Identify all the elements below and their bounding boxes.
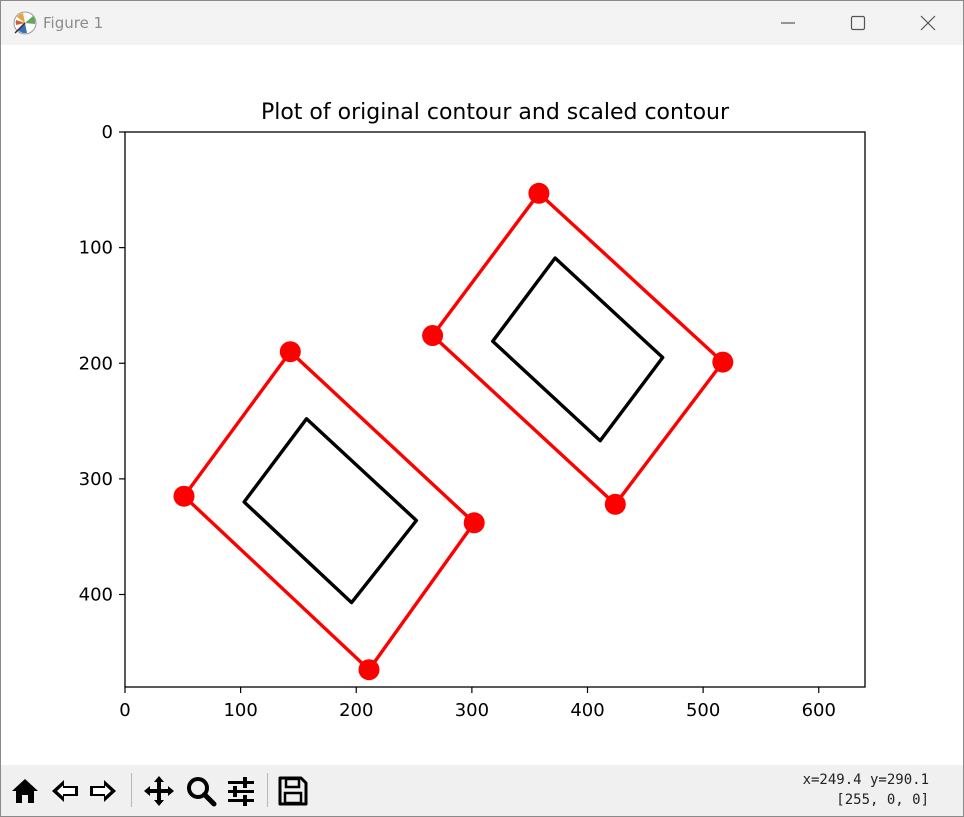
- back-arrow-icon: [52, 780, 78, 802]
- contour-point-2-4: [422, 325, 444, 346]
- x-tick-label: 200: [339, 700, 373, 721]
- y-tick-label: 0: [102, 122, 113, 143]
- pan-button[interactable]: [141, 773, 177, 809]
- chart-title: Plot of original contour and scaled cont…: [261, 100, 730, 125]
- plot-svg: Plot of original contour and scaled cont…: [79, 100, 866, 721]
- cursor-coordinates: x=249.4 y=290.1: [802, 772, 929, 788]
- title-bar[interactable]: Figure 1: [1, 1, 963, 45]
- window-title: Figure 1: [43, 14, 104, 32]
- contour-line-3: [242, 417, 419, 605]
- y-axis: 0 100 200 300 400: [79, 122, 125, 606]
- forward-arrow-icon: [90, 780, 116, 802]
- forward-button[interactable]: [85, 773, 121, 809]
- maximize-icon: [850, 15, 866, 31]
- toolbar-separator: [131, 773, 132, 807]
- contours-layer: [173, 182, 734, 681]
- plot-axes-frame: [124, 131, 866, 688]
- navigation-toolbar: x=249.4 y=290.1 [255, 0, 0]: [1, 765, 963, 816]
- contour-point-1-1: [279, 341, 301, 363]
- contour-point-1-2: [463, 512, 485, 534]
- x-tick-label: 300: [455, 700, 489, 721]
- x-tick-label: 600: [802, 700, 836, 721]
- y-tick-label: 200: [79, 353, 113, 374]
- minimize-button[interactable]: [753, 1, 823, 45]
- back-button[interactable]: [47, 773, 83, 809]
- home-icon: [12, 779, 38, 803]
- zoom-icon: [187, 777, 217, 807]
- y-tick-label: 300: [79, 469, 113, 490]
- close-button[interactable]: [893, 1, 963, 45]
- contour-line-4: [491, 256, 665, 443]
- x-axis: 0 100 200 300 400 500 600: [119, 687, 836, 721]
- close-icon: [920, 15, 936, 31]
- toolbar-separator: [267, 773, 268, 807]
- contour-point-2-1: [528, 182, 550, 204]
- zoom-button[interactable]: [183, 773, 219, 809]
- y-tick-label: 400: [79, 585, 113, 606]
- matplotlib-icon: [13, 11, 37, 35]
- x-tick-label: 500: [686, 700, 720, 721]
- y-tick-label: 100: [79, 238, 113, 259]
- contour-point-2-3: [604, 493, 626, 515]
- pixel-value: [255, 0, 0]: [836, 792, 929, 808]
- pan-icon: [144, 776, 174, 806]
- save-button[interactable]: [275, 773, 311, 809]
- x-tick-label: 400: [570, 700, 604, 721]
- maximize-button[interactable]: [823, 1, 893, 45]
- sliders-icon: [228, 777, 254, 806]
- contour-point-2-2: [712, 351, 734, 373]
- x-tick-label: 0: [119, 700, 130, 721]
- home-button[interactable]: [7, 773, 43, 809]
- contour-point-1-4: [173, 485, 195, 507]
- figure-canvas[interactable]: Plot of original contour and scaled cont…: [1, 45, 963, 765]
- minimize-icon: [781, 22, 795, 24]
- x-tick-label: 100: [223, 700, 257, 721]
- save-icon: [278, 776, 308, 806]
- contour-point-1-3: [358, 659, 380, 681]
- configure-subplots-button[interactable]: [223, 773, 259, 809]
